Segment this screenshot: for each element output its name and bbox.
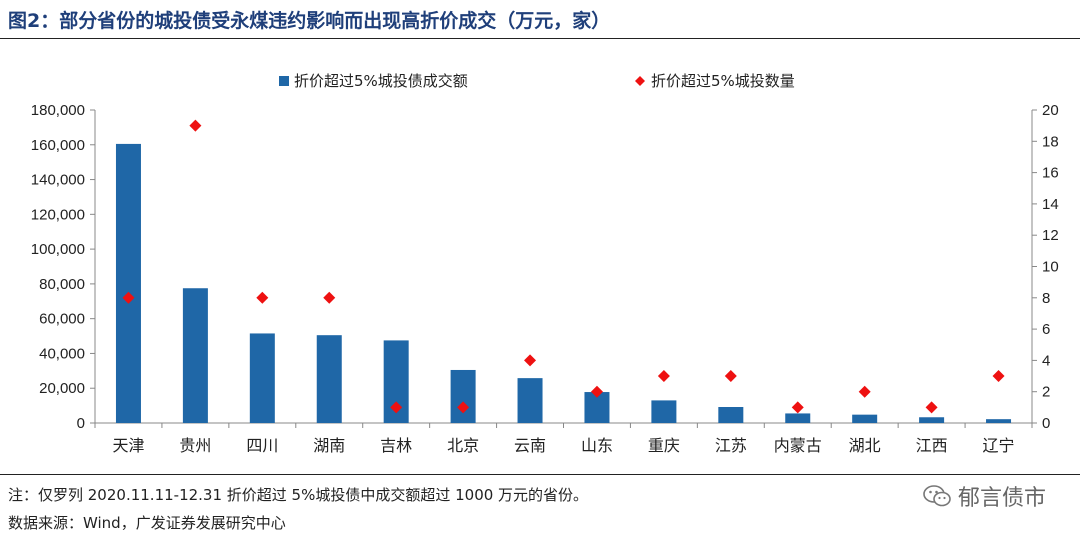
marker-point (858, 385, 871, 398)
left-tick-label: 120,000 (31, 206, 85, 223)
marker-point (390, 401, 403, 414)
left-tick-label: 100,000 (31, 241, 85, 258)
marker-point (457, 401, 470, 414)
x-tick-label: 北京 (447, 436, 479, 455)
right-tick-label: 16 (1042, 165, 1059, 182)
x-tick-label: 湖南 (313, 436, 345, 455)
right-tick-label: 4 (1042, 352, 1050, 369)
marker-point (724, 370, 737, 383)
data-source: 数据来源：Wind，广发证券发展研究中心 (8, 514, 286, 532)
bottom-divider (0, 474, 1080, 475)
marker-point (925, 401, 938, 414)
right-tick-label: 12 (1042, 227, 1059, 244)
left-tick-label: 80,000 (39, 276, 85, 293)
x-tick-label: 山东 (581, 436, 613, 455)
marker-point (992, 370, 1005, 383)
right-tick-label: 14 (1042, 196, 1059, 213)
right-tick-label: 10 (1042, 259, 1059, 276)
marker-point (590, 385, 603, 398)
bar (718, 407, 744, 423)
left-tick-label: 20,000 (39, 380, 85, 397)
right-tick-label: 0 (1042, 415, 1050, 432)
bar (450, 369, 476, 423)
combo-chart: 0 20,000 40,000 60,000 80,000 100,000 120,000 1… (31, 72, 1059, 455)
right-tick-label: 20 (1042, 102, 1059, 119)
left-tick-label: 160,000 (31, 137, 85, 154)
bar (785, 413, 811, 423)
bar (115, 143, 141, 424)
left-tick-label: 60,000 (39, 311, 85, 328)
left-tick-label: 180,000 (31, 102, 85, 119)
marker-point (122, 291, 135, 304)
watermark-text: 郁言债市 (957, 486, 1046, 511)
marker-series (122, 119, 1005, 414)
legend-swatch-marker (635, 76, 645, 86)
x-tick-label: 湖北 (849, 436, 881, 455)
x-tick-label: 吉林 (380, 436, 412, 455)
chart-note: 注：仅罗列 2020.11.11-12.31 折价超过 5%城投债中成交额超过 … (8, 486, 589, 504)
right-tick-label: 8 (1042, 290, 1050, 307)
bar (919, 417, 945, 423)
right-tick-label: 18 (1042, 133, 1059, 150)
bar (852, 414, 878, 423)
bar (986, 419, 1012, 423)
wechat-icon (923, 485, 951, 507)
x-tick-label: 辽宁 (983, 436, 1015, 455)
right-tick-label: 6 (1042, 321, 1050, 338)
legend-label-marker: 折价超过5%城投数量 (651, 72, 795, 90)
x-tick-label: 江苏 (715, 436, 747, 455)
right-tick-label: 2 (1042, 384, 1050, 401)
marker-point (524, 354, 537, 367)
marker-point (323, 291, 336, 304)
bar (651, 400, 677, 423)
marker-point (791, 401, 804, 414)
top-divider (0, 38, 1080, 39)
x-tick-label: 云南 (514, 436, 546, 455)
left-tick-label: 40,000 (39, 345, 85, 362)
x-tick-label: 贵州 (179, 436, 211, 455)
marker-point (657, 370, 670, 383)
legend-label-bar: 折价超过5%城投债成交额 (294, 72, 468, 90)
marker-point (256, 291, 269, 304)
x-tick-label: 江西 (916, 436, 948, 455)
chart-axes: 0 20,000 40,000 60,000 80,000 100,000 120,000 1… (31, 102, 1059, 455)
bar-series (115, 143, 1012, 424)
left-tick-label: 0 (77, 415, 85, 432)
bar (249, 333, 275, 423)
legend-swatch-bar (279, 76, 289, 86)
bar (182, 288, 208, 423)
chart-legend: 折价超过5%城投债成交额 折价超过5%城投数量 (279, 72, 795, 90)
marker-point (189, 119, 202, 132)
bar (316, 335, 342, 423)
x-tick-label: 内蒙古 (774, 436, 822, 455)
x-tick-label: 天津 (112, 436, 144, 455)
bar (517, 378, 543, 423)
watermark: 郁言债市 (922, 480, 1046, 512)
chart-title: 图2：部分省份的城投债受永煤违约影响而出现高折价成交（万元，家） (8, 10, 611, 32)
left-tick-label: 140,000 (31, 172, 85, 189)
x-tick-label: 四川 (246, 436, 278, 455)
x-tick-label: 重庆 (648, 436, 680, 455)
